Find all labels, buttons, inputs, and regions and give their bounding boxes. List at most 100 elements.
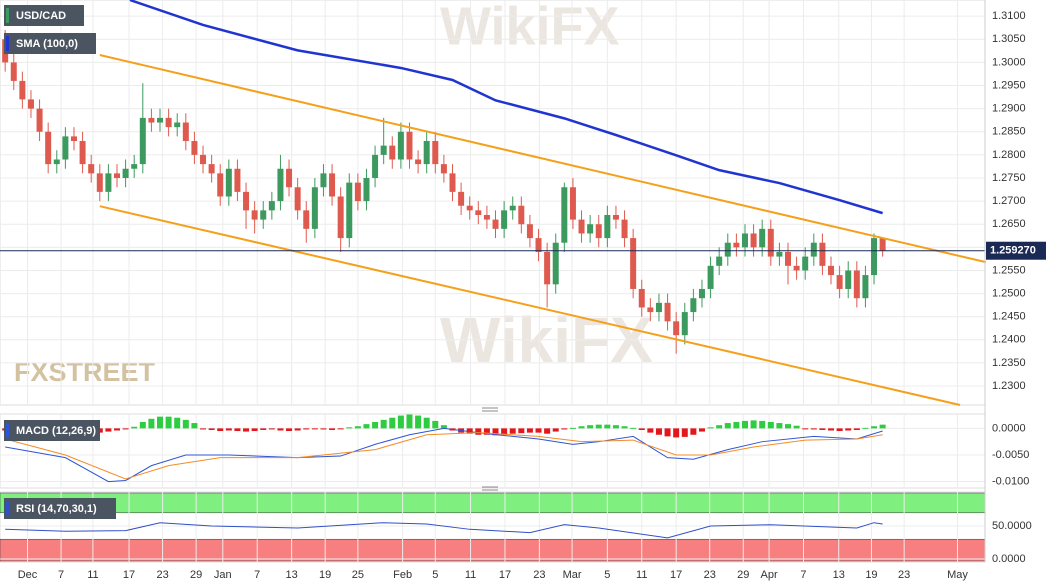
x-tick-label: 23 (533, 569, 545, 581)
macd-bar (879, 424, 886, 429)
macd-bar (423, 417, 430, 429)
candle-body (767, 228, 774, 257)
candle-body (113, 173, 120, 178)
macd-bar (432, 420, 439, 429)
candle-body (612, 214, 619, 220)
macd-bar (148, 418, 155, 429)
fxstreet-watermark: FXSTREET (14, 357, 156, 387)
candle-body (802, 256, 809, 271)
candle-body (380, 145, 387, 155)
y-tick-label: 1.2800 (992, 149, 1026, 161)
macd-bar (113, 428, 120, 431)
macd-bar (802, 428, 809, 430)
candle-body (569, 187, 576, 220)
macd-panel (0, 413, 986, 489)
candle-body (182, 122, 189, 142)
y-tick-label: 1.2850 (992, 126, 1026, 138)
macd-bar (329, 428, 336, 430)
candle-body (698, 288, 705, 299)
rsi-label: RSI (14,70,30,1) (16, 503, 97, 515)
candle-body (501, 210, 508, 229)
candle-body (243, 191, 250, 211)
macd-bar (122, 428, 129, 430)
macd-bar (234, 428, 241, 432)
x-tick-label: Jan (214, 569, 232, 581)
candle-body (724, 242, 731, 257)
x-tick-label: 7 (254, 569, 260, 581)
candle-body (673, 321, 680, 336)
current-price-box (986, 241, 1046, 260)
macd-bar (483, 428, 490, 435)
candle-body (10, 62, 17, 81)
candle-body (389, 145, 396, 160)
y-tick-label: 1.2500 (992, 287, 1026, 299)
macd-bar (569, 427, 576, 429)
candle-body (268, 201, 275, 211)
price-panel (0, 0, 986, 406)
current-price-label: 1.259270 (990, 245, 1036, 257)
macd-bar (862, 427, 869, 429)
x-tick-label: 19 (319, 569, 331, 581)
macd-bar (828, 428, 835, 431)
candle-body (595, 224, 602, 239)
candle-body (423, 141, 430, 165)
macd-bar (578, 426, 585, 429)
macd-bar (182, 419, 189, 429)
candle-body (45, 131, 52, 165)
macd-box (4, 420, 100, 441)
macd-bar (552, 428, 559, 432)
candle-body (88, 164, 95, 174)
x-tick-label: 13 (286, 569, 298, 581)
y-tick-label: 1.2300 (992, 380, 1026, 392)
candle-body (174, 122, 181, 128)
macd-bar (604, 424, 611, 429)
x-tick-label: 17 (123, 569, 135, 581)
candle-body (518, 205, 525, 225)
macd-bar (759, 420, 766, 429)
macd-bar (380, 419, 387, 429)
x-tick-label: 7 (800, 569, 806, 581)
sma-swatch (6, 36, 9, 51)
macd-bar (664, 428, 671, 437)
y-tick-label: 50.0000 (992, 520, 1032, 532)
x-tick-label: 13 (833, 569, 845, 581)
candle-body (131, 164, 138, 169)
x-tick-label: 17 (499, 569, 511, 581)
candle-body (647, 307, 654, 313)
macd-bar (836, 428, 843, 432)
candle-body (681, 312, 688, 336)
x-tick-label: 5 (604, 569, 610, 581)
candle-body (741, 233, 748, 248)
candle-body (449, 173, 456, 192)
x-tick-label: 5 (432, 569, 438, 581)
candle-body (105, 173, 112, 192)
macd-bar (638, 428, 645, 430)
macd-swatch (6, 423, 9, 438)
macd-bar (544, 428, 551, 434)
macd-bar (785, 424, 791, 429)
macd-bar (320, 428, 327, 430)
watermark: WikiFX (440, 0, 620, 56)
y-tick-label: 1.2700 (992, 195, 1026, 207)
candle-body (621, 219, 628, 239)
sma-box (4, 33, 96, 54)
y-tick-label: 0.0000 (992, 422, 1026, 434)
candle-body (819, 242, 826, 266)
candle-body (716, 256, 723, 266)
macd-bar (105, 428, 112, 432)
candle-body (96, 173, 103, 192)
macd-bar (750, 420, 757, 429)
candle-body (363, 177, 370, 202)
macd-bar (690, 428, 697, 435)
macd-bar (466, 428, 473, 434)
indicator-line (129, 0, 883, 215)
candle-body (853, 270, 860, 299)
macd-bar (741, 420, 748, 429)
macd-bar (389, 417, 396, 429)
macd-bar (776, 423, 783, 429)
panel-labels: USD/CAD SMA (100,0) MACD (12,26,9) RSI (… (4, 5, 116, 519)
macd-bar (595, 424, 602, 429)
macd-bar (630, 427, 637, 429)
candle-body (733, 242, 740, 248)
candle-body (200, 154, 207, 165)
